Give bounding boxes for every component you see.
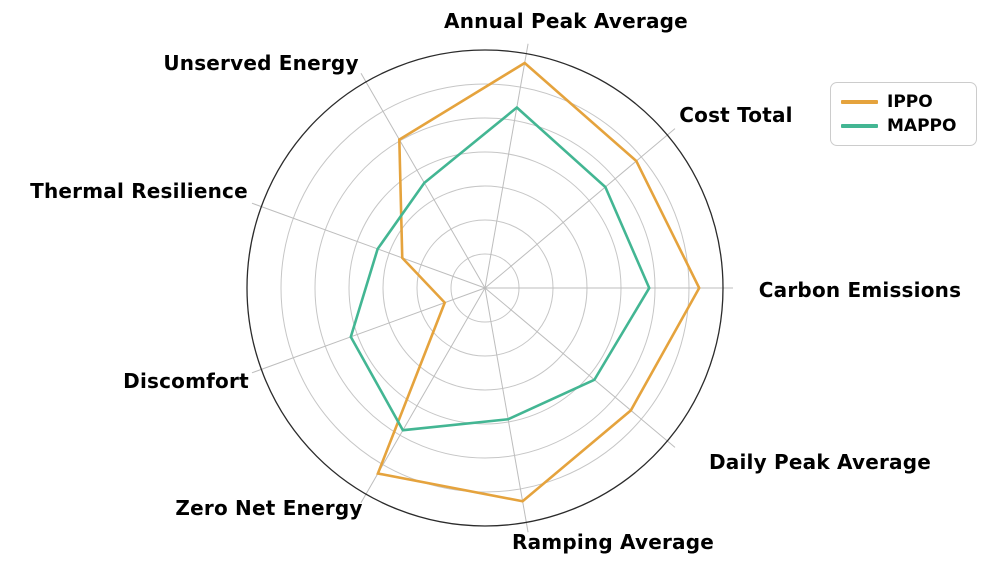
axis-spoke-discomfort <box>251 287 486 374</box>
series-polygon-mappo <box>349 105 651 432</box>
axis-label-zero-net-energy: Zero Net Energy <box>175 496 363 520</box>
legend: IPPO MAPPO <box>830 82 977 146</box>
legend-label-ippo: IPPO <box>887 91 933 112</box>
axis-spoke-unserved-energy <box>360 72 486 289</box>
axis-spoke-daily-peak-average <box>484 287 676 448</box>
axis-label-daily-peak-average: Daily Peak Average <box>709 450 931 474</box>
axis-spoke-cost-total <box>484 128 676 289</box>
legend-item-mappo: MAPPO <box>841 115 966 136</box>
outer-spine-circle <box>246 49 724 527</box>
axis-label-carbon-emissions: Carbon Emissions <box>758 278 962 302</box>
axis-label-cost-total: Cost Total <box>679 103 793 127</box>
series-polygon-ippo <box>376 61 701 503</box>
axis-spoke-annual-peak-average <box>484 43 529 289</box>
axis-spoke-thermal-resilience <box>251 202 486 289</box>
axis-label-annual-peak-average: Annual Peak Average <box>444 9 688 33</box>
legend-item-ippo: IPPO <box>841 91 966 112</box>
axis-label-ramping-average: Ramping Average <box>511 530 715 554</box>
legend-line-swatch-ippo <box>841 100 878 104</box>
axis-label-thermal-resilience: Thermal Resilience <box>30 179 248 203</box>
legend-label-mappo: MAPPO <box>887 115 957 136</box>
axis-spoke-ramping-average <box>484 287 529 533</box>
axis-label-unserved-energy: Unserved Energy <box>163 51 359 75</box>
legend-line-swatch-mappo <box>841 124 878 128</box>
axis-label-discomfort: Discomfort <box>123 369 249 393</box>
